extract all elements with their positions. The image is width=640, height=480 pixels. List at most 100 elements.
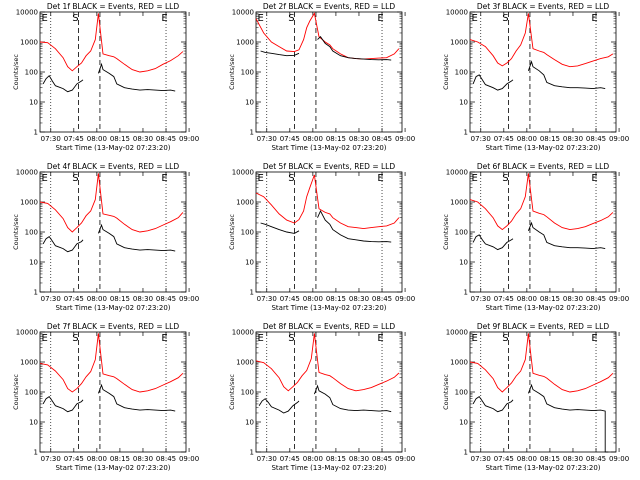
plot-frame	[469, 331, 617, 453]
x-tick-label: 08:15	[326, 295, 346, 303]
x-tick-label: 08:45	[156, 455, 176, 463]
y-tick-label: 10000	[446, 9, 468, 17]
x-tick-label: 07:30	[41, 455, 61, 463]
x-tick-label: 08:30	[349, 135, 369, 143]
chart-panel-9: Det 9f BLACK = Events, RED = LLD 1 10 100 10…	[442, 322, 629, 472]
marker-letter: S	[72, 173, 78, 184]
marker-letter: E	[42, 13, 48, 24]
x-tick-label: 08:45	[372, 295, 392, 303]
plot-frame	[255, 331, 403, 453]
plot-frame	[469, 11, 617, 133]
y-tick-label: 1000	[450, 359, 468, 367]
y-tick-label: 1	[464, 449, 468, 457]
lld-series-line	[39, 13, 184, 73]
y-axis-label: Counts/sec	[442, 214, 450, 250]
events-series-line	[472, 60, 606, 91]
y-tick-label: 10	[29, 99, 38, 107]
x-tick-label: 09:00	[179, 455, 199, 463]
y-tick-label: 1000	[236, 39, 254, 47]
marker-letter: E	[42, 173, 48, 184]
x-tick-label: 08:15	[326, 455, 346, 463]
x-tick-label: 07:45	[494, 135, 514, 143]
x-tick-label: 07:45	[280, 455, 300, 463]
x-tick-label: 07:45	[494, 295, 514, 303]
events-series-line	[42, 62, 176, 93]
marker-letter: S	[288, 333, 294, 344]
marker-letter: E	[161, 13, 167, 24]
chart-panel-6: Det 6f BLACK = Events, RED = LLD 1 10 100 10…	[442, 162, 629, 312]
y-axis-label: Counts/sec	[442, 374, 450, 410]
lld-series-line	[469, 333, 614, 393]
y-tick-label: 10	[29, 259, 38, 267]
x-tick-label: 08:45	[586, 295, 606, 303]
chart-title: Det 2f BLACK = Events, RED = LLD	[263, 2, 396, 11]
x-tick-label: 07:30	[471, 455, 491, 463]
x-tick-label: 08:30	[563, 295, 583, 303]
y-tick-label: 10	[29, 419, 38, 427]
chart-title: Det 7f BLACK = Events, RED = LLD	[47, 322, 180, 331]
x-tick-label: 08:00	[87, 135, 107, 143]
x-tick-label: 07:45	[64, 455, 84, 463]
y-axis-label: Counts/sec	[12, 214, 20, 250]
y-axis-label: Counts/sec	[442, 54, 450, 90]
chart-panel-3: Det 3f BLACK = Events, RED = LLD 1 10 100 10…	[442, 2, 629, 152]
x-tick-label: 08:15	[540, 455, 560, 463]
y-tick-label: 10000	[16, 329, 38, 337]
y-tick-label: 100	[455, 69, 468, 77]
x-tick-label: 07:30	[41, 135, 61, 143]
x-tick-label: 08:00	[303, 295, 323, 303]
x-tick-label: 08:15	[110, 455, 130, 463]
chart-panel-1: Det 1f BLACK = Events, RED = LLD 1 10 100 10…	[12, 2, 199, 152]
y-tick-label: 10000	[232, 9, 254, 17]
lld-series-line	[469, 13, 614, 68]
events-series-line	[42, 383, 176, 413]
events-series-line	[260, 209, 392, 243]
y-tick-label: 10	[245, 99, 254, 107]
y-tick-label: 10000	[232, 169, 254, 177]
y-tick-label: 100	[241, 69, 254, 77]
x-tick-label: 08:45	[586, 455, 606, 463]
x-tick-label: 09:00	[395, 135, 415, 143]
x-tick-label: 09:00	[609, 135, 629, 143]
x-tick-label: 07:45	[280, 295, 300, 303]
marker-letter: E	[591, 333, 597, 344]
y-tick-label: 10000	[446, 329, 468, 337]
y-tick-label: 1000	[20, 39, 38, 47]
x-tick-label: 08:30	[563, 455, 583, 463]
x-axis-label: Start Time (13-May-02 07:23:20)	[485, 144, 600, 152]
x-axis-label: Start Time (13-May-02 07:23:20)	[485, 304, 600, 312]
y-axis-label: Counts/sec	[228, 214, 236, 250]
lld-series-line	[39, 173, 184, 233]
x-tick-label: 08:45	[156, 135, 176, 143]
plot-frame	[39, 171, 187, 293]
chart-title: Det 6f BLACK = Events, RED = LLD	[477, 162, 610, 171]
y-tick-label: 1000	[450, 39, 468, 47]
x-tick-label: 08:15	[540, 295, 560, 303]
y-tick-label: 100	[455, 229, 468, 237]
lld-series-line	[39, 333, 184, 393]
x-tick-label: 07:30	[257, 455, 277, 463]
chart-panel-2: Det 2f BLACK = Events, RED = LLD 1 10 100 10…	[228, 2, 415, 152]
lld-series-line	[255, 174, 400, 230]
marker-letter: S	[288, 13, 294, 24]
x-tick-label: 09:00	[609, 455, 629, 463]
x-tick-label: 08:00	[517, 135, 537, 143]
y-tick-label: 10	[459, 419, 468, 427]
marker-letter: E	[377, 13, 383, 24]
x-tick-label: 08:45	[372, 455, 392, 463]
x-tick-label: 08:15	[540, 135, 560, 143]
marker-letter: E	[42, 333, 48, 344]
x-tick-label: 08:30	[133, 455, 153, 463]
chart-panel-7: Det 7f BLACK = Events, RED = LLD 1 10 100 10…	[12, 322, 199, 472]
x-axis-label: Start Time (13-May-02 07:23:20)	[55, 144, 170, 152]
x-tick-label: 08:30	[563, 135, 583, 143]
chart-panel-5: Det 5f BLACK = Events, RED = LLD 1 10 100 10…	[228, 162, 415, 312]
x-tick-label: 08:15	[110, 135, 130, 143]
x-tick-label: 08:00	[87, 295, 107, 303]
x-axis-label: Start Time (13-May-02 07:23:20)	[485, 464, 600, 472]
y-tick-label: 1	[34, 129, 38, 137]
x-tick-label: 07:30	[257, 295, 277, 303]
x-tick-label: 08:45	[586, 135, 606, 143]
y-tick-label: 100	[25, 389, 38, 397]
